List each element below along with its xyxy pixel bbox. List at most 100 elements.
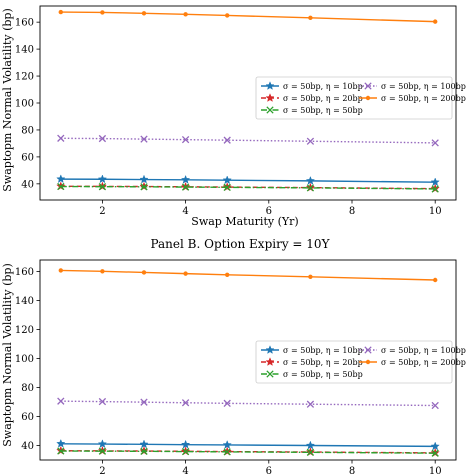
data-point: [140, 135, 148, 143]
x-tick-label: 2: [99, 206, 105, 217]
legend: σ = 50bp, η = 10bp σ = 50bp, η = 20bp σ = …: [255, 340, 466, 384]
data-point: [57, 134, 65, 142]
y-tick-label: 80: [21, 383, 34, 394]
panel-a-xlabel: Swap Maturity (Yr): [191, 215, 298, 228]
legend-label: σ = 50bp, η = 50bp: [283, 106, 363, 115]
panel-b-ylabel: Swaptopm Normal Volatility (bp): [1, 263, 14, 446]
data-point: [56, 438, 66, 448]
data-point: [223, 183, 231, 191]
y-tick-label: 60: [21, 412, 34, 423]
x-tick-label: 10: [429, 206, 442, 217]
legend-label: σ = 50bp, η = 10bp: [283, 346, 363, 355]
data-point: [306, 137, 315, 145]
legend-marker: [266, 370, 274, 378]
legend-box: [255, 340, 453, 384]
panel-b-title: Panel B. Option Expiry = 10Y: [150, 237, 330, 251]
data-point: [225, 272, 230, 277]
data-point: [306, 448, 315, 456]
data-point: [141, 11, 147, 16]
data-point: [183, 12, 188, 17]
data-point: [181, 183, 190, 191]
data-point: [181, 135, 190, 144]
x-tick-label: 4: [182, 466, 188, 474]
legend-box: [255, 76, 453, 120]
data-point: [431, 401, 439, 410]
data-point: [433, 19, 438, 24]
data-point: [433, 277, 438, 283]
legend-marker: [265, 81, 275, 90]
legend: σ = 50bp, η = 10bp σ = 50bp, η = 20bp σ = …: [255, 76, 466, 120]
x-tick-label: 10: [429, 466, 442, 474]
legend-marker: [364, 82, 372, 90]
data-point: [222, 175, 232, 185]
legend-marker: [265, 93, 275, 102]
series-line: [60, 269, 436, 281]
data-point: [431, 449, 439, 457]
data-point: [140, 183, 148, 191]
legend-marker: [265, 345, 275, 354]
x-tick-label: 2: [99, 466, 105, 474]
legend-label: σ = 50bp, η = 200bp: [381, 358, 466, 367]
data-point: [306, 400, 315, 408]
data-point: [98, 134, 107, 143]
y-tick-label: 140: [15, 45, 34, 56]
y-tick-label: 60: [21, 152, 34, 163]
legend-marker: [364, 346, 372, 354]
data-point: [56, 174, 66, 184]
y-tick-label: 160: [15, 18, 34, 29]
legend-label: σ = 50bp, η = 10bp: [283, 82, 363, 91]
panel-a-ylabel: Swaptopm Normal Volatility (bp): [1, 8, 14, 191]
series-line: [60, 11, 436, 23]
panel-a-chart: Swaptopm Normal Volatility (bp) Swap Mat…: [1, 5, 466, 228]
data-point: [306, 184, 315, 192]
data-point: [431, 185, 439, 193]
x-tick-label: 6: [266, 466, 272, 474]
data-point: [100, 10, 105, 15]
plot-frame: [39, 259, 457, 461]
legend-marker: [265, 357, 275, 366]
legend-marker: [365, 95, 371, 101]
data-point: [98, 447, 107, 455]
data-point: [97, 439, 108, 449]
data-point: [181, 399, 190, 407]
y-tick-label: 100: [15, 354, 34, 365]
legend-label: σ = 50bp, η = 100bp: [381, 346, 466, 355]
legend-marker: [365, 359, 371, 365]
y-tick-label: 40: [21, 179, 34, 190]
x-tick-label: 6: [266, 206, 272, 217]
data-point: [223, 448, 231, 456]
legend-label: σ = 50bp, η = 50bp: [283, 370, 363, 379]
data-point: [57, 182, 65, 191]
data-point: [305, 175, 316, 185]
data-point: [139, 174, 149, 184]
data-point: [141, 270, 147, 275]
data-point: [308, 15, 313, 21]
series-line: [60, 137, 436, 144]
y-tick-label: 80: [21, 125, 34, 136]
x-tick-label: 8: [349, 466, 355, 474]
data-point: [57, 447, 65, 455]
data-point: [140, 398, 148, 406]
data-point: [183, 271, 188, 276]
data-point: [431, 139, 439, 147]
data-point: [98, 397, 107, 406]
data-point: [58, 9, 63, 15]
y-tick-label: 140: [15, 296, 34, 307]
y-tick-label: 120: [15, 325, 34, 336]
panel-b-chart: Swaptopm Normal Volatility (bp) 2 4 6 8 10 40…: [1, 259, 466, 474]
x-tick-label: 8: [349, 206, 355, 217]
series-line: [60, 443, 436, 448]
y-tick-label: 160: [15, 267, 34, 278]
plot-frame: [39, 5, 457, 201]
legend-label: σ = 50bp, η = 200bp: [381, 94, 466, 103]
legend-marker: [266, 106, 274, 114]
data-point: [57, 397, 65, 405]
data-point: [180, 174, 191, 184]
x-tick-label: 4: [182, 206, 188, 217]
data-point: [100, 269, 105, 274]
data-point: [223, 136, 231, 144]
data-point: [58, 268, 63, 273]
y-tick-label: 100: [15, 99, 34, 110]
data-point: [97, 174, 108, 184]
